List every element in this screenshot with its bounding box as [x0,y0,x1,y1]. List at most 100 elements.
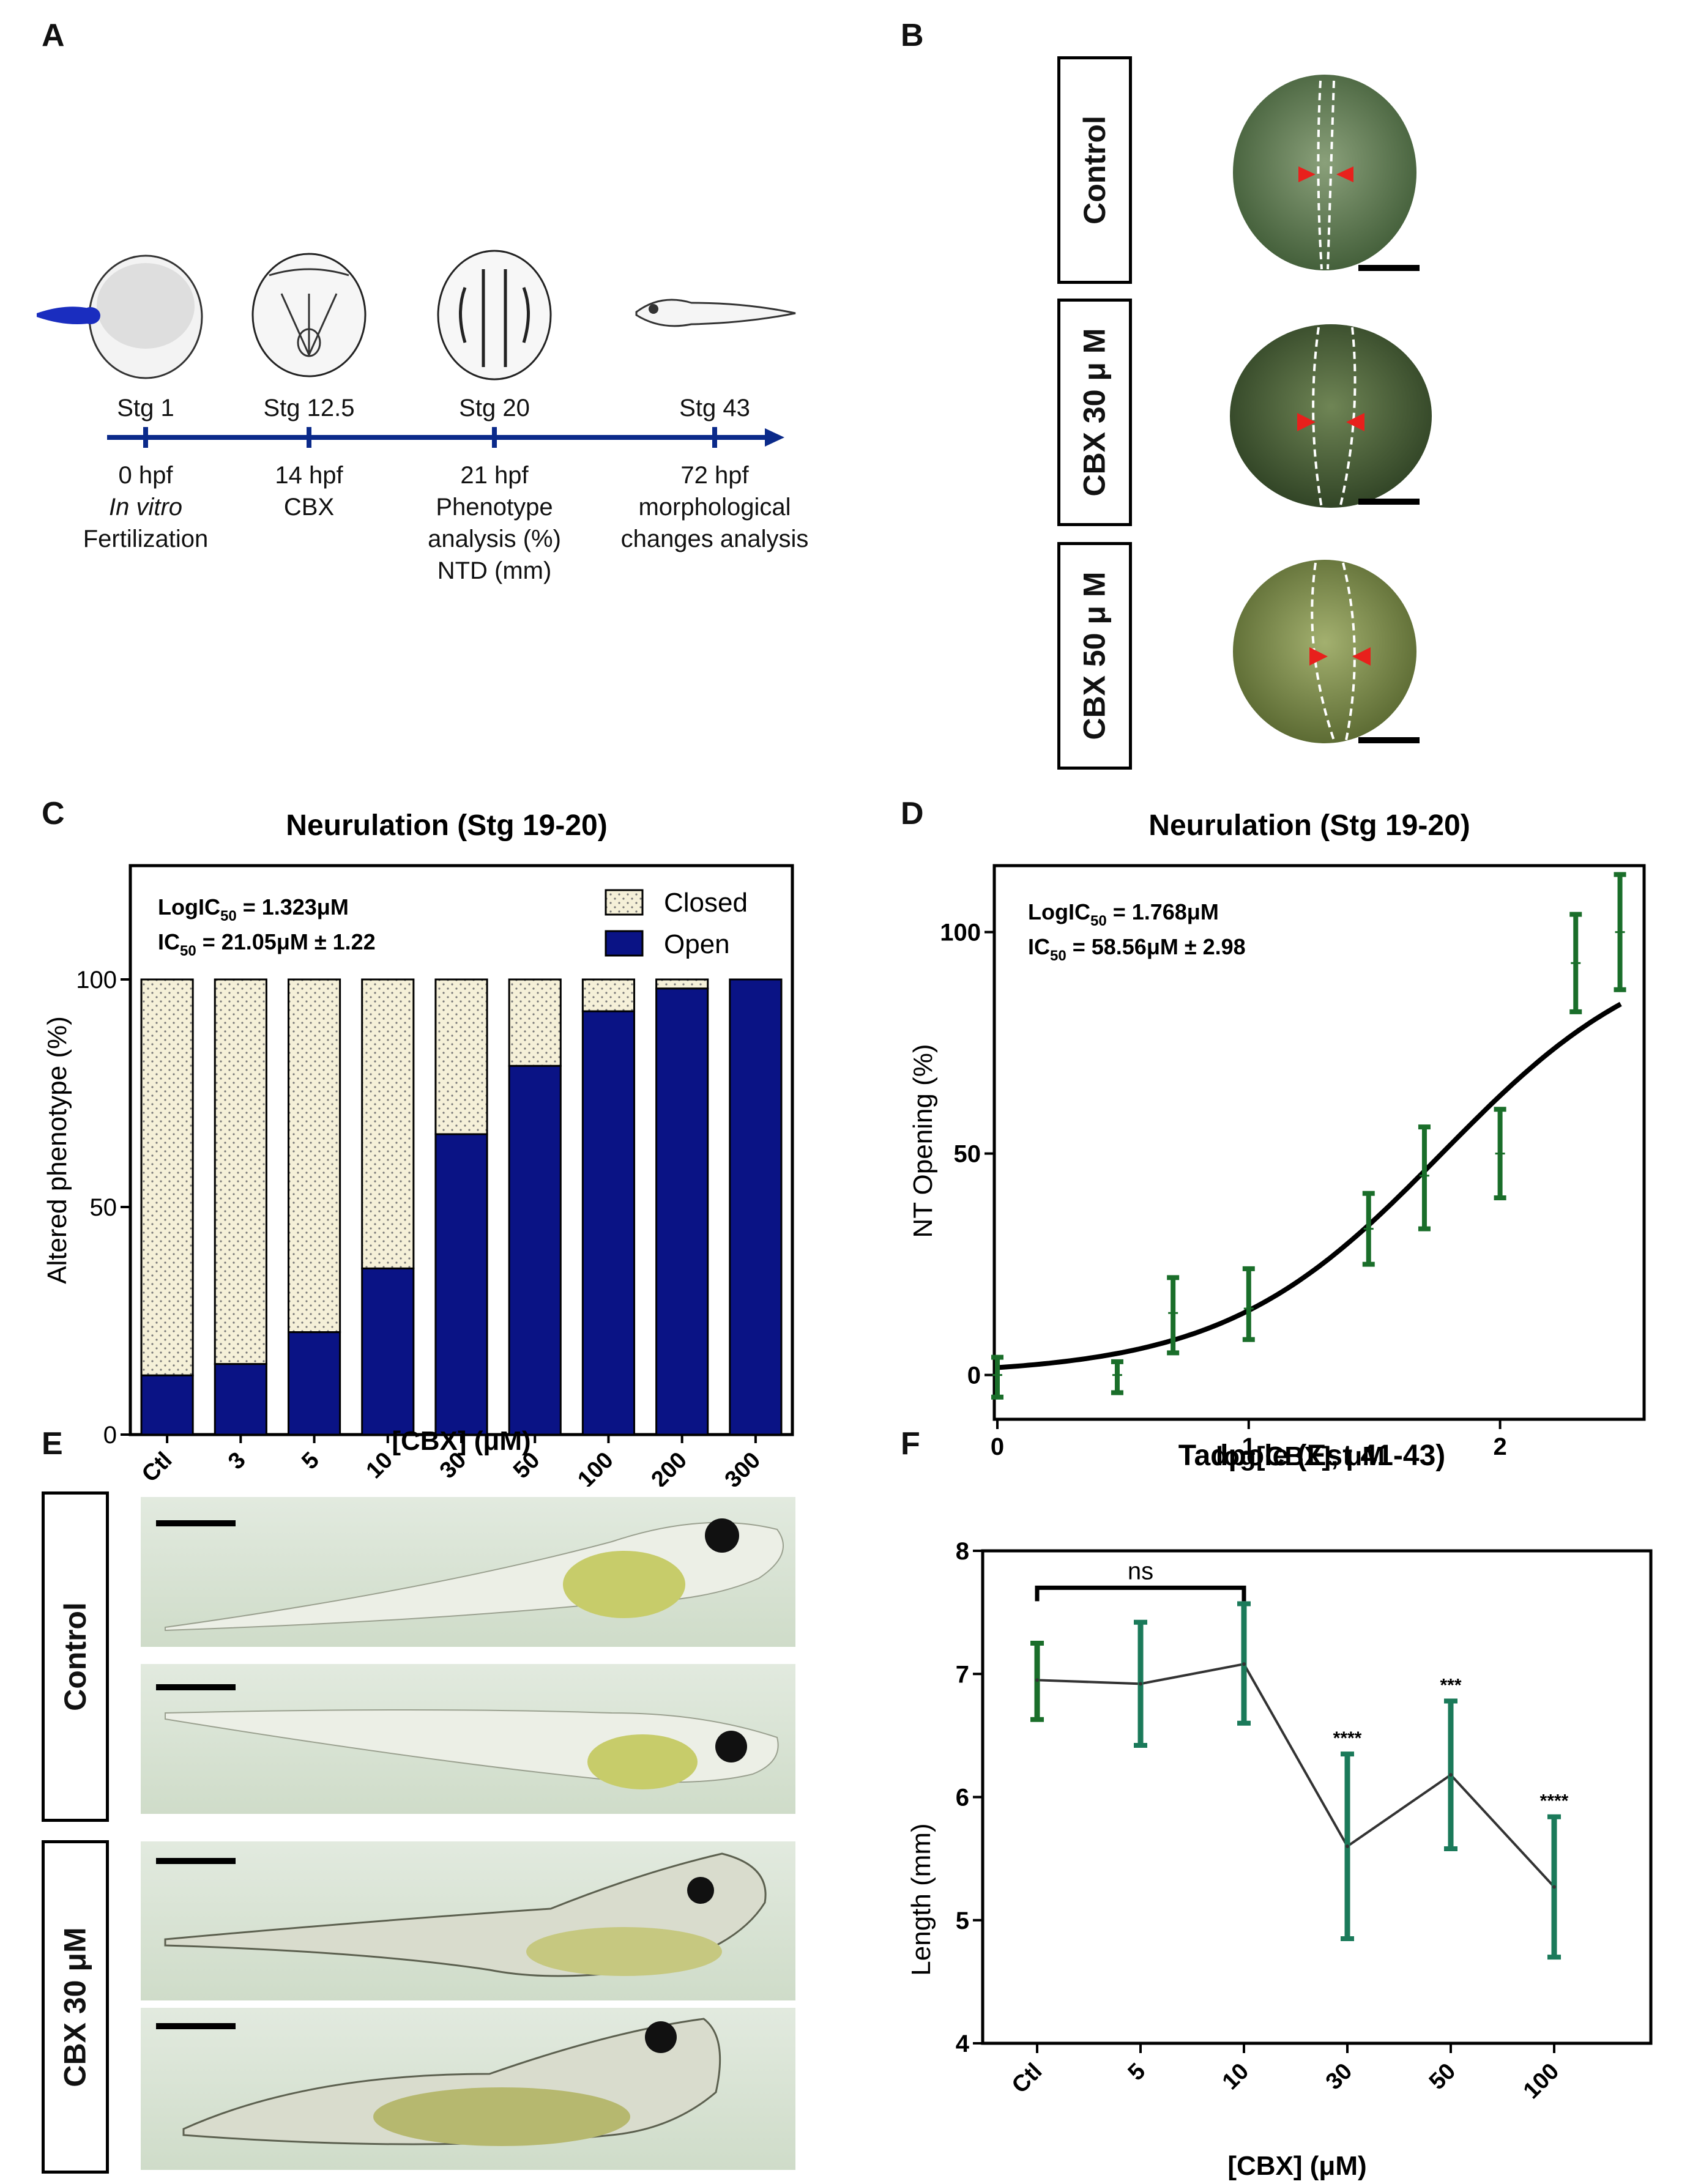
panel-e-row-label-control: Control [42,1491,109,1822]
chart-c-xlabel: [CBX] (μM) [392,1426,530,1456]
chart-c-logic50: LogIC50 = 1.323μM [158,894,349,924]
x-tick-label: 50 [1424,2059,1461,2095]
panel-b-row-label-control: Control [1057,56,1132,284]
bar-closed [287,978,341,1334]
panel-label-a: A [42,18,65,53]
significance-marker: *** [1440,1676,1461,1696]
y-tick-label: 7 [956,1661,969,1688]
chart-c-ylabel: Altered phenotype (%) [42,1016,72,1284]
chart-c-legend: Closed Open [605,888,748,959]
x-tick-label: 0 [991,1433,1004,1460]
stage-label: Stg 1 [117,395,174,422]
chart-d-xlabel: log[CBX], μM [1216,1441,1385,1471]
panel-b-row-label-cbx30: CBX 30 μ M [1057,299,1132,526]
stage-20-embryo-drawing [437,250,552,381]
embryo-photo-cbx50 [1233,560,1420,743]
data-point [1242,1662,1246,1666]
y-tick-label: 8 [956,1538,969,1565]
legend-label-closed: Closed [664,888,748,918]
bar-open [287,1331,341,1436]
legend-swatch-closed [605,889,644,916]
stage-hpf: 14 hpf [275,462,343,489]
length-mean-line [1037,1662,1555,1888]
bar-open [508,1064,562,1436]
chart-c-ic50: IC50 = 21.05μM ± 1.22 [158,929,376,959]
embryo-photo-control [1233,75,1420,271]
embryo-photo-cbx30 [1230,324,1432,508]
panel-label-f: F [901,1426,920,1462]
data-point [1346,1844,1349,1848]
dose-response-chart: Neurulation (Stg 19-20) 0 50 100 0 1 2 NT Ope… [908,809,1646,1471]
bar-closed [434,978,488,1135]
data-point [1035,1678,1039,1682]
stage-label: Stg 12.5 [263,395,355,422]
bar-open [581,1010,636,1436]
bar-closed [140,978,194,1376]
significance-marker: **** [1540,1791,1569,1811]
stage-note: morphological [638,494,791,521]
chart-d-logic50: LogIC50 = 1.768μM [1028,899,1219,929]
legend-label-open: Open [664,929,730,959]
significance-bracket [1035,1585,1246,1602]
data-point [1139,1682,1142,1686]
y-tick-label: 100 [76,967,117,994]
stage-note: changes analysis [620,526,809,552]
tadpole-length-chart: Tadpole (Est 41-43) 4 5 6 7 8 Ctl 5 10 30 50 100 n… [906,1439,1653,2181]
legend-swatch-open [605,930,644,957]
panel-label-d: D [901,796,924,831]
y-tick-label: 0 [967,1362,981,1389]
panel-e-row-label-cbx30: CBX 30 μM [42,1840,109,2174]
tadpole-photo-control-1 [141,1497,795,1647]
panel-b-embryo-photos [1230,75,1432,743]
chart-f-xlabel: [CBX] (μM) [1227,2151,1366,2181]
y-tick-label: 5 [956,1907,969,1934]
bar-closed [508,978,562,1067]
y-tick-label: 6 [956,1785,969,1811]
x-tick-label: 1 [1242,1433,1256,1460]
chart-d-ic50: IC50 = 58.56μM ± 2.98 [1028,934,1246,964]
data-point [1552,1885,1556,1889]
x-tick-label: 5 [1123,2059,1151,2086]
stage-label: Stg 43 [679,395,750,422]
stage-label: Stg 20 [459,395,530,422]
significance-marker: **** [1333,1728,1362,1748]
y-tick-label: 4 [956,2030,970,2057]
chart-f-title: Tadpole (Est 41-43) [1178,1439,1446,1472]
stage-1-egg-drawing [37,254,203,379]
stage-12-5-embryo-drawing [251,253,367,377]
tadpole-photo-cbx30-2 [141,2008,795,2170]
tadpole-photo-control-2 [141,1664,795,1814]
y-tick-label: 0 [103,1422,117,1449]
chart-f-ylabel: Length (mm) [906,1823,936,1975]
bar-open [729,978,783,1436]
tadpole-photo-cbx30-1 [141,1841,795,2000]
y-tick-label: 50 [954,1141,981,1168]
y-tick-label: 50 [90,1194,117,1221]
stage-note: Fertilization [83,526,209,552]
chart-d-frame [992,864,1646,1421]
stage-hpf: 21 hpf [460,462,529,489]
x-tick-label: 30 [1321,2059,1358,2095]
stage-43-tadpole-drawing [635,299,796,327]
panel-label-b: B [901,18,924,53]
stage-note: analysis (%) [428,526,561,552]
stage-hpf: 72 hpf [680,462,749,489]
panel-label-c: C [42,796,65,831]
timeline-illustration [37,250,796,448]
bar-closed [361,978,415,1269]
dose-response-fit-curve [997,1001,1622,1370]
chart-d-ylabel: NT Opening (%) [908,1044,938,1238]
panel-b-row-label-cbx50: CBX 50 μ M [1057,542,1132,770]
x-tick-label: 2 [1493,1433,1506,1460]
stage-note: Phenotype [436,494,553,521]
x-tick-label: Ctl [1007,2059,1048,2099]
x-tick-label: 100 [1519,2059,1565,2104]
bar-closed [581,978,636,1012]
stage-hpf: 0 hpf [118,462,173,489]
bracket-label: ns [1128,1558,1153,1584]
panel-label-e: E [42,1426,63,1462]
y-tick-label: 100 [940,919,981,946]
stage-note: CBX [283,494,335,521]
